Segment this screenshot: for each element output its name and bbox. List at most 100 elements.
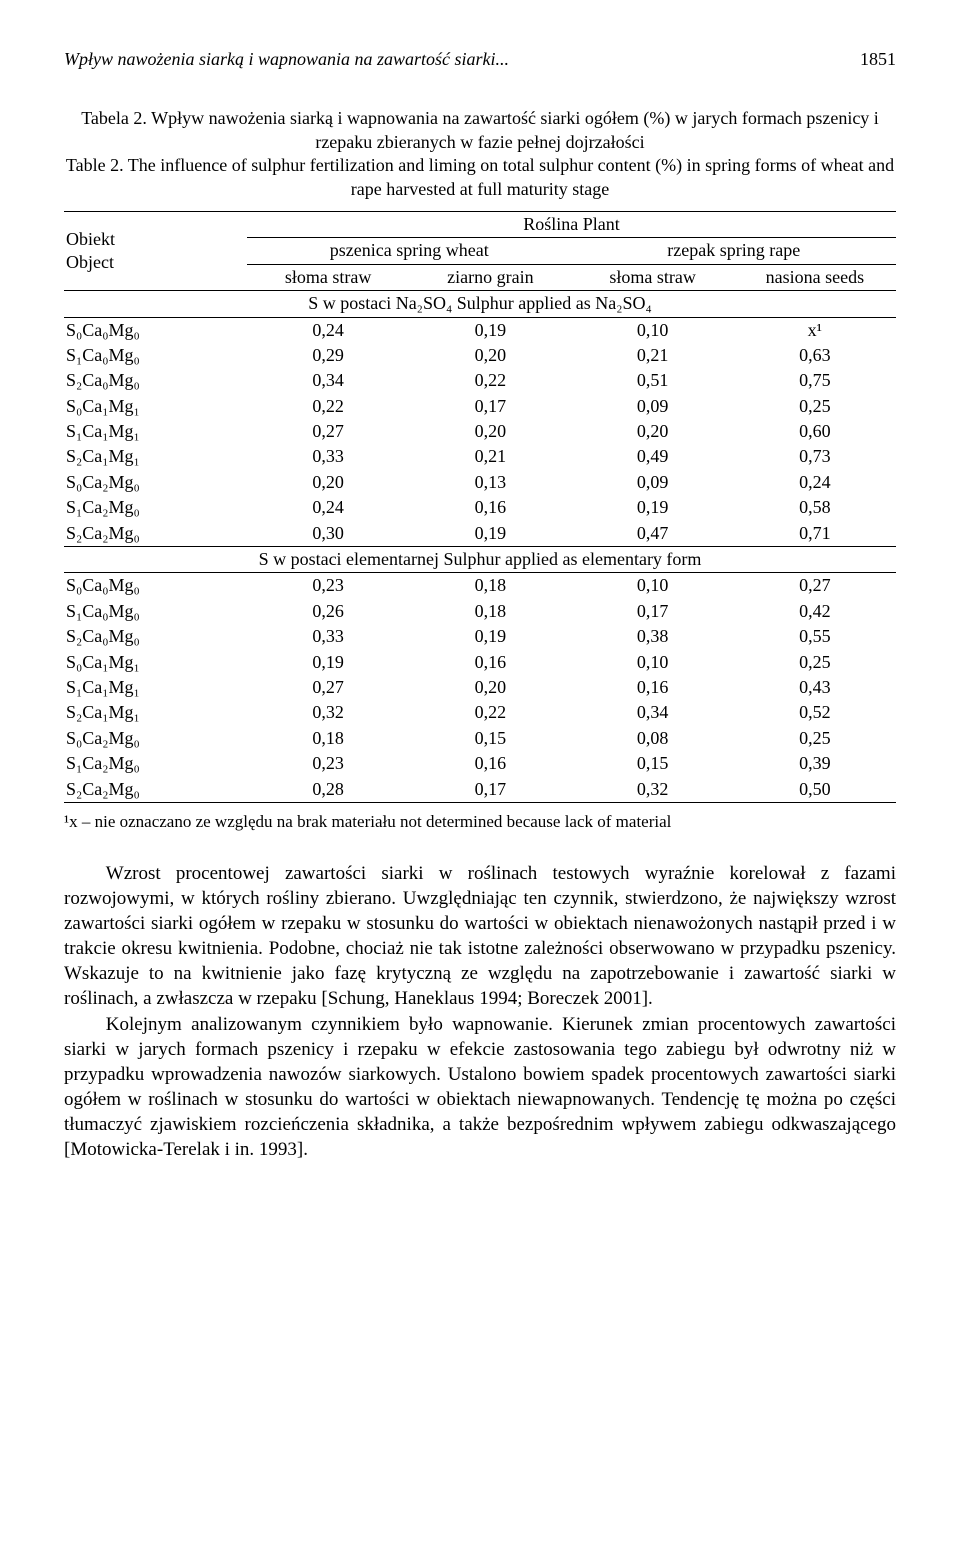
table-row: S₁Ca₂Mg₀0,230,160,150,39 <box>64 751 896 776</box>
row-value: 0,10 <box>572 317 734 343</box>
body-paragraph-1: Wzrost procentowej zawartości siarki w r… <box>64 861 896 1011</box>
row-value: 0,18 <box>409 573 571 599</box>
row-value: 0,10 <box>572 650 734 675</box>
row-value: 0,21 <box>572 343 734 368</box>
body-paragraph-2: Kolejnym analizowanym czynnikiem było wa… <box>64 1012 896 1162</box>
row-value: 0,75 <box>734 368 896 393</box>
row-value: 0,20 <box>247 470 409 495</box>
table-row: S₁Ca₂Mg₀0,240,160,190,58 <box>64 495 896 520</box>
caption-en-text: The influence of sulphur fertilization a… <box>128 155 894 198</box>
table-row: S₀Ca₀Mg₀0,230,180,100,27 <box>64 573 896 599</box>
row-value: 0,17 <box>409 777 571 803</box>
row-value: 0,09 <box>572 470 734 495</box>
head-rape: rzepak spring rape <box>572 238 897 264</box>
row-value: 0,20 <box>572 419 734 444</box>
row-value: 0,16 <box>409 650 571 675</box>
head-straw-wheat: słoma straw <box>247 264 409 290</box>
row-value: 0,23 <box>247 573 409 599</box>
row-value: 0,16 <box>409 751 571 776</box>
running-title: Wpływ nawożenia siarką i wapnowania na z… <box>64 48 509 71</box>
row-value: x¹ <box>734 317 896 343</box>
row-value: 0,16 <box>572 675 734 700</box>
table-row: S₀Ca₂Mg₀0,200,130,090,24 <box>64 470 896 495</box>
row-value: 0,08 <box>572 726 734 751</box>
row-value: 0,51 <box>572 368 734 393</box>
row-value: 0,50 <box>734 777 896 803</box>
table-row: S₂Ca₀Mg₀0,340,220,510,75 <box>64 368 896 393</box>
row-value: 0,24 <box>247 317 409 343</box>
row-value: 0,27 <box>247 419 409 444</box>
row-value: 0,71 <box>734 521 896 547</box>
row-value: 0,32 <box>247 700 409 725</box>
running-header: Wpływ nawożenia siarką i wapnowania na z… <box>64 48 896 71</box>
row-value: 0,13 <box>409 470 571 495</box>
head-grain: ziarno grain <box>409 264 571 290</box>
row-object: S₁Ca₁Mg₁ <box>64 419 247 444</box>
head-seeds: nasiona seeds <box>734 264 896 290</box>
table-row: S₀Ca₁Mg₁0,190,160,100,25 <box>64 650 896 675</box>
row-object: S₂Ca₂Mg₀ <box>64 521 247 547</box>
table-row: S₁Ca₁Mg₁0,270,200,160,43 <box>64 675 896 700</box>
row-value: 0,73 <box>734 444 896 469</box>
table-row: S₀Ca₁Mg₁0,220,170,090,25 <box>64 394 896 419</box>
table-footnote: ¹x – nie oznaczano ze względu na brak ma… <box>64 811 896 833</box>
row-value: 0,19 <box>409 624 571 649</box>
head-obiekt: Obiekt <box>66 229 115 249</box>
row-value: 0,38 <box>572 624 734 649</box>
row-object: S₁Ca₂Mg₀ <box>64 495 247 520</box>
row-value: 0,16 <box>409 495 571 520</box>
row-object: S₂Ca₁Mg₁ <box>64 444 247 469</box>
row-value: 0,47 <box>572 521 734 547</box>
row-value: 0,22 <box>409 368 571 393</box>
row-value: 0,18 <box>409 599 571 624</box>
row-value: 0,33 <box>247 624 409 649</box>
row-value: 0,18 <box>247 726 409 751</box>
row-value: 0,20 <box>409 343 571 368</box>
head-object-en: Object <box>66 252 114 272</box>
row-value: 0,34 <box>247 368 409 393</box>
row-value: 0,15 <box>409 726 571 751</box>
row-value: 0,26 <box>247 599 409 624</box>
row-object: S₀Ca₁Mg₁ <box>64 650 247 675</box>
row-value: 0,20 <box>409 419 571 444</box>
row-value: 0,25 <box>734 650 896 675</box>
row-value: 0,29 <box>247 343 409 368</box>
table-row: S₂Ca₀Mg₀0,330,190,380,55 <box>64 624 896 649</box>
row-value: 0,42 <box>734 599 896 624</box>
table-body: S w postaci Na₂SO₄ Sulphur applied as Na… <box>64 291 896 803</box>
table-row: S₂Ca₁Mg₁0,330,210,490,73 <box>64 444 896 469</box>
table-section-label: S w postaci Na₂SO₄ Sulphur applied as Na… <box>64 291 896 317</box>
caption-pl-label: Tabela 2. <box>81 108 147 128</box>
row-object: S₂Ca₂Mg₀ <box>64 777 247 803</box>
row-object: S₀Ca₂Mg₀ <box>64 470 247 495</box>
head-straw-rape: słoma straw <box>572 264 734 290</box>
head-plant: Roślina Plant <box>247 211 896 237</box>
row-object: S₁Ca₁Mg₁ <box>64 675 247 700</box>
data-table: Obiekt Object Roślina Plant pszenica spr… <box>64 211 896 803</box>
row-value: 0,17 <box>572 599 734 624</box>
row-value: 0,55 <box>734 624 896 649</box>
row-value: 0,19 <box>409 317 571 343</box>
table-caption: Tabela 2. Wpływ nawożenia siarką i wapno… <box>64 107 896 201</box>
table-row: S₀Ca₂Mg₀0,180,150,080,25 <box>64 726 896 751</box>
row-value: 0,15 <box>572 751 734 776</box>
row-value: 0,25 <box>734 726 896 751</box>
row-value: 0,24 <box>247 495 409 520</box>
row-value: 0,27 <box>734 573 896 599</box>
row-value: 0,20 <box>409 675 571 700</box>
row-object: S₀Ca₂Mg₀ <box>64 726 247 751</box>
row-value: 0,21 <box>409 444 571 469</box>
row-object: S₁Ca₀Mg₀ <box>64 599 247 624</box>
row-value: 0,10 <box>572 573 734 599</box>
row-value: 0,28 <box>247 777 409 803</box>
row-value: 0,25 <box>734 394 896 419</box>
table-row: S₁Ca₁Mg₁0,270,200,200,60 <box>64 419 896 444</box>
row-value: 0,52 <box>734 700 896 725</box>
row-object: S₂Ca₀Mg₀ <box>64 368 247 393</box>
table-row: S₁Ca₀Mg₀0,260,180,170,42 <box>64 599 896 624</box>
table-row: S₁Ca₀Mg₀0,290,200,210,63 <box>64 343 896 368</box>
row-value: 0,60 <box>734 419 896 444</box>
row-object: S₀Ca₁Mg₁ <box>64 394 247 419</box>
row-value: 0,22 <box>247 394 409 419</box>
row-value: 0,33 <box>247 444 409 469</box>
